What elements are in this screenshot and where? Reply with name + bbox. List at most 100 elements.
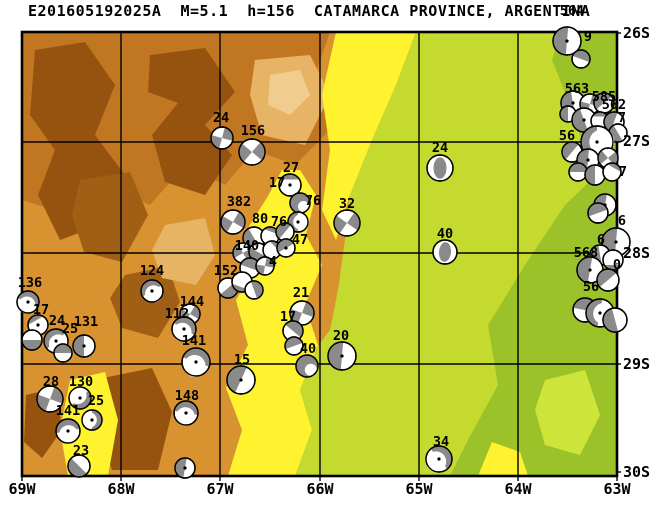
focal-mechanism-ball (584, 164, 606, 186)
figure-title: E201605192025A M=5.1 h=156 CATAMARCA PRO… (28, 2, 591, 20)
event-depth-label: 76 (305, 193, 321, 209)
event-depth-label: 9 (584, 29, 592, 45)
lat-tick-label: 26S (623, 24, 650, 42)
event-depth-label: 40 (437, 226, 453, 242)
focal-mechanism-ball (81, 409, 103, 431)
event-depth-label: 15 (234, 352, 250, 368)
event-depth-label: 152 (214, 263, 238, 279)
event-depth-label: 24 (432, 140, 448, 156)
lon-tick-label: 69W (8, 480, 36, 498)
lat-tick-label: 28S (623, 244, 650, 262)
event-depth-label: 32 (339, 196, 355, 212)
event-depth-label: 563 (565, 81, 589, 97)
focal-mechanism-ball (327, 341, 357, 371)
lon-tick-label: 68W (107, 480, 135, 498)
focal-mechanism-ball (276, 238, 296, 258)
focal-mechanisms-layer (16, 26, 631, 479)
event-depth-label: 7 (618, 110, 626, 126)
terrain-region (148, 48, 235, 195)
terrain-region (478, 442, 528, 476)
focal-mechanism-ball (21, 329, 43, 351)
event-depth-label: 568 (574, 245, 598, 261)
focal-mechanism-ball (597, 147, 619, 169)
terrain-region (226, 170, 322, 476)
event-depth-label: 112 (165, 306, 189, 322)
terrain-region (268, 70, 310, 115)
lat-tick-label: 29S (623, 355, 650, 373)
focal-mechanism-ball (238, 138, 266, 166)
focal-mechanism-ball (36, 385, 64, 413)
focal-mechanism-ball (587, 202, 609, 224)
event-depth-label: 382 (227, 194, 251, 210)
focal-mechanism-ball (295, 354, 319, 378)
event-depth-label: 25 (62, 321, 78, 337)
focal-mechanism-ball (171, 316, 197, 342)
focal-mechanism-ball (67, 454, 91, 478)
event-depth-label: 17 (269, 175, 285, 191)
event-depth-label: 24 (213, 110, 229, 126)
focal-mechanism-ball (278, 173, 302, 197)
event-depth-label: 21 (293, 285, 309, 301)
focal-mechanism-ball (220, 209, 246, 235)
lat-tick-label: 27S (623, 132, 650, 150)
lon-tick-label: 64W (504, 480, 532, 498)
focal-mechanism-ball (226, 365, 256, 395)
focal-mechanism-ball (174, 457, 196, 479)
lat-tick-label: 30S (623, 463, 650, 481)
focal-mechanism-ball (72, 334, 96, 358)
focal-mechanism-ball (571, 49, 591, 69)
event-depth-label: 7 (619, 164, 627, 180)
event-depth-label: 141 (56, 403, 80, 419)
focal-mechanism-ball (432, 239, 458, 265)
event-depth-label: 564 (560, 3, 584, 19)
focal-mechanism-ball (602, 162, 622, 182)
event-depth-label: 124 (140, 263, 164, 279)
focal-mechanism-ball (68, 386, 92, 410)
event-depth-label: 0 (613, 257, 621, 273)
event-depth-label: 20 (333, 328, 349, 344)
focal-mechanism-ball (284, 336, 304, 356)
terrain-region (322, 32, 416, 240)
event-depth-label: 24 (49, 313, 65, 329)
terrain-region (535, 370, 600, 455)
terrain-region (152, 218, 215, 285)
event-depth-label: 17 (33, 302, 49, 318)
lon-tick-label: 63W (603, 480, 631, 498)
event-depth-label: 156 (241, 123, 265, 139)
event-depth-label: 144 (180, 294, 204, 310)
focal-mechanism-ball (596, 268, 620, 292)
lon-tick-label: 66W (306, 480, 334, 498)
focal-mechanism-ball (255, 256, 275, 276)
event-depth-label: 17 (280, 309, 296, 325)
focal-mechanism-ball (16, 290, 40, 314)
event-depth-label: 141 (182, 333, 206, 349)
focal-mechanism-ball (576, 256, 604, 284)
event-depth-label: 56 (583, 279, 599, 295)
focal-mechanism-ball (552, 26, 582, 56)
focal-mechanism-ball (244, 280, 264, 300)
event-depth-label: 140 (235, 238, 259, 254)
event-depth-label: 148 (175, 388, 199, 404)
event-depth-label: 131 (74, 314, 98, 330)
focal-mechanism-ball (55, 418, 81, 444)
terrain-region (72, 172, 148, 262)
focal-mechanism-ball (140, 279, 164, 303)
event-depth-label: 27 (283, 160, 299, 176)
event-depth-label: 6 (618, 213, 626, 229)
event-depth-label: 34 (433, 434, 449, 450)
focal-mechanism-ball (425, 445, 453, 473)
event-depth-label: 562 (602, 97, 626, 113)
lon-tick-label: 67W (206, 480, 234, 498)
focal-mechanism-ball (181, 347, 211, 377)
event-depth-label: 80 (252, 211, 268, 227)
event-depth-label: 40 (300, 341, 316, 357)
terrain-region (110, 266, 180, 338)
event-depth-label: 23 (73, 443, 89, 459)
event-depth-label: 28 (43, 374, 59, 390)
event-depth-label: 76 (271, 214, 287, 230)
axis-labels-layer: 69W 68W 67W 66W 65W 64W 63W 26S 27S 28S 29S 30S (8, 24, 650, 498)
focal-mechanism-ball (210, 126, 234, 150)
focal-mechanism-ball (260, 226, 280, 246)
